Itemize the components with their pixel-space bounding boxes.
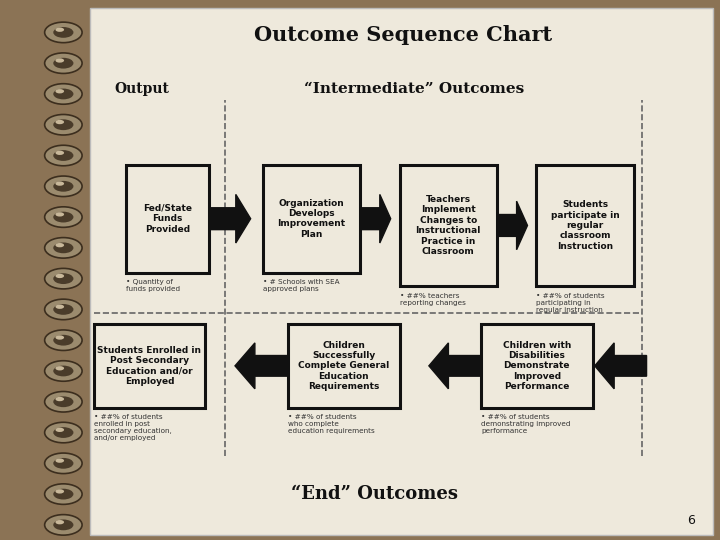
Ellipse shape	[45, 330, 82, 350]
Text: • ##% of students
participating in
regular instruction: • ##% of students participating in regul…	[536, 293, 605, 313]
Ellipse shape	[45, 238, 82, 258]
Ellipse shape	[53, 58, 73, 69]
Text: • Quantity of
funds provided: • Quantity of funds provided	[126, 279, 180, 292]
Text: Children with
Disabilities
Demonstrate
Improved
Performance: Children with Disabilities Demonstrate I…	[503, 341, 571, 391]
Ellipse shape	[45, 361, 82, 381]
Ellipse shape	[45, 268, 82, 289]
Ellipse shape	[45, 484, 82, 504]
Ellipse shape	[53, 27, 73, 38]
Polygon shape	[429, 343, 481, 389]
Ellipse shape	[53, 458, 73, 469]
Ellipse shape	[45, 207, 82, 227]
Ellipse shape	[45, 114, 82, 135]
Text: Teachers
Implement
Changes to
Instructional
Practice in
Classroom: Teachers Implement Changes to Instructio…	[415, 195, 481, 256]
Bar	[400, 165, 497, 286]
Text: • ##% of students
who complete
education requirements: • ##% of students who complete education…	[288, 414, 374, 434]
Bar	[94, 324, 205, 408]
Ellipse shape	[45, 176, 82, 197]
Ellipse shape	[55, 89, 64, 93]
Ellipse shape	[45, 53, 82, 73]
Bar	[481, 324, 593, 408]
Ellipse shape	[53, 273, 73, 284]
Ellipse shape	[45, 422, 82, 443]
Ellipse shape	[53, 489, 73, 500]
Ellipse shape	[55, 305, 64, 309]
Ellipse shape	[45, 299, 82, 320]
Ellipse shape	[55, 428, 64, 432]
Ellipse shape	[45, 515, 82, 535]
Ellipse shape	[53, 519, 73, 530]
Ellipse shape	[53, 212, 73, 222]
Ellipse shape	[53, 119, 73, 130]
Ellipse shape	[45, 392, 82, 412]
Ellipse shape	[53, 366, 73, 376]
Ellipse shape	[55, 212, 64, 217]
Ellipse shape	[45, 84, 82, 104]
Ellipse shape	[45, 22, 82, 43]
Text: Children
Successfully
Complete General
Education
Requirements: Children Successfully Complete General E…	[298, 341, 390, 391]
Ellipse shape	[55, 120, 64, 124]
Bar	[288, 324, 400, 408]
Ellipse shape	[55, 520, 64, 524]
Text: 6: 6	[687, 514, 695, 526]
Text: “End” Outcomes: “End” Outcomes	[291, 485, 458, 503]
Ellipse shape	[53, 89, 73, 99]
Polygon shape	[595, 343, 647, 389]
Ellipse shape	[53, 304, 73, 315]
Ellipse shape	[53, 396, 73, 407]
Ellipse shape	[55, 151, 64, 155]
Ellipse shape	[55, 274, 64, 278]
Ellipse shape	[55, 335, 64, 340]
Text: Students
participate in
regular
classroom
Instruction: Students participate in regular classroo…	[551, 200, 619, 251]
Ellipse shape	[55, 181, 64, 186]
Ellipse shape	[45, 453, 82, 474]
Ellipse shape	[55, 489, 64, 494]
Text: • # Schools with SEA
approved plans: • # Schools with SEA approved plans	[263, 279, 339, 292]
Ellipse shape	[55, 366, 64, 370]
Ellipse shape	[53, 427, 73, 438]
Bar	[263, 165, 360, 273]
Ellipse shape	[53, 335, 73, 346]
Text: • ##% teachers
reporting changes: • ##% teachers reporting changes	[400, 293, 465, 306]
Text: Students Enrolled in
Post Secondary
Education and/or
Employed: Students Enrolled in Post Secondary Educ…	[97, 346, 202, 386]
Bar	[126, 165, 209, 273]
Text: Outcome Sequence Chart: Outcome Sequence Chart	[254, 25, 552, 45]
Ellipse shape	[55, 397, 64, 401]
Text: Output: Output	[114, 82, 169, 96]
Text: “Intermediate” Outcomes: “Intermediate” Outcomes	[304, 82, 524, 96]
Ellipse shape	[53, 181, 73, 192]
Polygon shape	[497, 201, 528, 249]
Bar	[90, 8, 713, 535]
Polygon shape	[360, 194, 391, 243]
Ellipse shape	[53, 150, 73, 161]
Text: Fed/State
Funds
Provided: Fed/State Funds Provided	[143, 204, 192, 234]
Polygon shape	[235, 343, 288, 389]
Text: • ##% of students
enrolled in post
secondary education,
and/or employed: • ##% of students enrolled in post secon…	[94, 414, 171, 441]
Bar	[536, 165, 634, 286]
Ellipse shape	[45, 145, 82, 166]
Ellipse shape	[53, 242, 73, 253]
Ellipse shape	[55, 458, 64, 463]
Ellipse shape	[55, 58, 64, 63]
Text: • ##% of students
demonstrating improved
performance: • ##% of students demonstrating improved…	[481, 414, 570, 434]
Ellipse shape	[55, 243, 64, 247]
Polygon shape	[209, 194, 251, 243]
Text: Organization
Develops
Improvement
Plan: Organization Develops Improvement Plan	[277, 199, 346, 239]
Ellipse shape	[55, 28, 64, 32]
